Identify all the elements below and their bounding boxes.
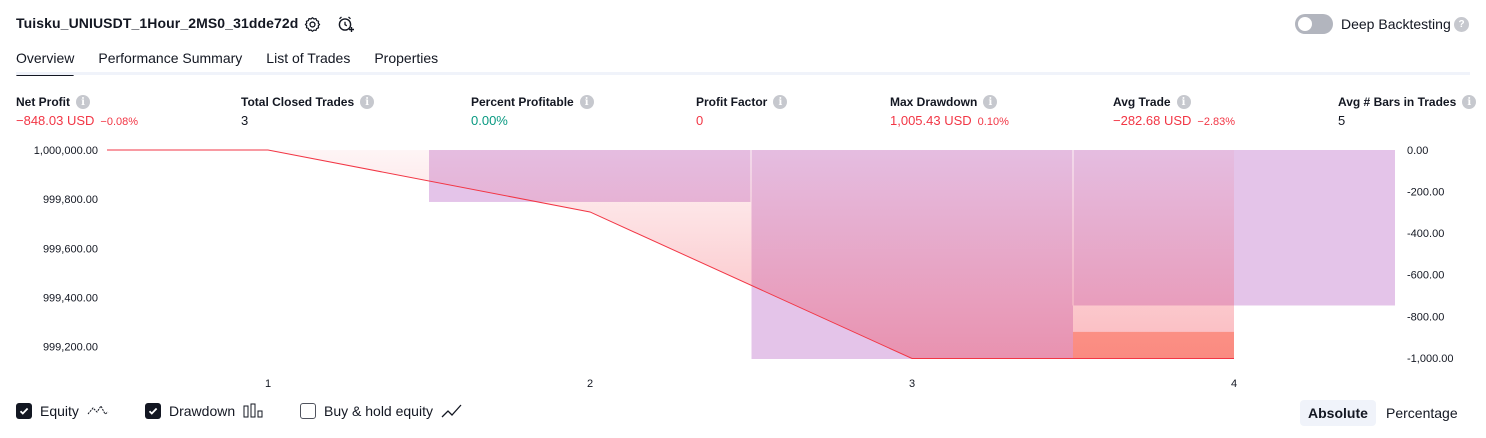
metric-value: 0.00% (471, 113, 508, 128)
equity-label: Equity (40, 403, 79, 419)
right-axis-tick-label: 0.00 (1407, 145, 1428, 157)
info-icon[interactable]: i (579, 95, 594, 109)
right-axis-tick-label: -200.00 (1407, 187, 1444, 199)
left-axis-tick-label: 999,600.00 (43, 243, 98, 255)
info-icon[interactable]: i (360, 95, 375, 109)
drawdown-label: Drawdown (169, 403, 236, 419)
metric-value: 5 (1338, 113, 1346, 128)
buy-hold-checkbox[interactable] (300, 403, 316, 419)
strategy-title: Tuisku_UNIUSDT_1Hour_2MS0_31dde72d (16, 15, 299, 31)
gear-icon[interactable] (303, 15, 321, 33)
metric-value: 1,005.43 USD (890, 113, 972, 128)
right-axis-tick-label: -800.00 (1407, 311, 1444, 323)
metric-label: Avg Trade (1113, 95, 1171, 109)
percentage-mode-button[interactable]: Percentage (1386, 405, 1458, 421)
left-axis-tick-label: 999,200.00 (43, 342, 98, 354)
deep-backtesting-toggle[interactable] (1295, 14, 1333, 34)
info-icon[interactable]: i (773, 95, 788, 109)
info-icon[interactable]: i (1462, 95, 1477, 109)
x-axis-tick-label: 4 (1231, 378, 1237, 390)
metric-avg-bars: Avg # Bars in Trades i 5 (1338, 94, 1477, 128)
metric-value: −848.03 USD (16, 113, 95, 128)
x-axis-tick-label: 2 (587, 378, 593, 390)
right-axis-tick-label: -600.00 (1407, 270, 1444, 282)
metric-total-closed-trades: Total Closed Trades i 3 (241, 94, 375, 128)
tab-list-of-trades[interactable]: List of Trades (266, 50, 351, 66)
buy-hold-label: Buy & hold equity (324, 403, 433, 419)
metric-label: Avg # Bars in Trades (1338, 95, 1457, 109)
add-alarm-icon[interactable] (337, 15, 355, 33)
metric-label: Profit Factor (696, 95, 768, 109)
metric-value: −282.68 USD (1113, 113, 1192, 128)
tab-performance-summary[interactable]: Performance Summary (98, 50, 243, 66)
absolute-mode-button[interactable]: Absolute (1300, 400, 1376, 426)
legend-equity[interactable]: Equity (16, 403, 109, 419)
right-axis-tick-label: -1,000.00 (1407, 353, 1453, 365)
equity-checkbox[interactable] (16, 403, 32, 419)
metric-avg-trade: Avg Trade i −282.68 USD −2.83% (1113, 94, 1235, 128)
equity-area (107, 150, 1234, 359)
buy-hold-line-icon (441, 404, 462, 418)
metric-percent-profitable: Percent Profitable i 0.00% (471, 94, 594, 128)
drawdown-bars-icon (243, 403, 263, 418)
info-icon[interactable]: i (983, 95, 998, 109)
tab-properties[interactable]: Properties (374, 50, 439, 66)
equity-line-icon (87, 405, 109, 415)
metric-label: Max Drawdown (890, 95, 978, 109)
metric-label: Net Profit (16, 95, 70, 109)
info-icon[interactable]: i (76, 95, 90, 109)
metric-percent: −2.83% (1197, 116, 1236, 128)
legend-buy-hold[interactable]: Buy & hold equity (300, 403, 463, 419)
equity-line (107, 149, 1234, 360)
equity-drawdown-chart: 1,000,000.00 999,800.00 999,600.00 999,400.… (34, 145, 1454, 390)
right-axis-tick-label: -400.00 (1407, 228, 1444, 240)
info-icon[interactable]: i (1176, 95, 1191, 109)
metric-label: Percent Profitable (471, 95, 574, 109)
metric-value: 0 (696, 113, 704, 128)
metric-profit-factor: Profit Factor i 0 (696, 94, 788, 128)
drawdown-checkbox[interactable] (145, 403, 161, 419)
metric-percent: −0.08% (100, 116, 139, 128)
left-axis-tick-label: 999,800.00 (43, 194, 98, 206)
metric-label: Total Closed Trades (241, 95, 355, 109)
metric-net-profit: Net Profit i −848.03 USD −0.08% (16, 94, 138, 128)
metric-max-drawdown: Max Drawdown i 1,005.43 USD 0.10% (890, 94, 1009, 128)
tab-bar: Overview Performance Summary List of Tra… (16, 46, 462, 76)
tabs-divider (16, 72, 1470, 75)
left-axis-tick-label: 999,400.00 (43, 293, 98, 305)
metric-value: 3 (241, 113, 249, 128)
x-axis-tick-label: 1 (265, 378, 271, 390)
x-axis-tick-label: 3 (909, 378, 915, 390)
help-icon[interactable]: ? (1454, 17, 1469, 32)
metric-percent: 0.10% (977, 116, 1009, 128)
legend-drawdown[interactable]: Drawdown (145, 403, 263, 419)
left-axis-tick-label: 1,000,000.00 (34, 145, 98, 157)
deep-backtesting-label: Deep Backtesting (1341, 16, 1451, 32)
